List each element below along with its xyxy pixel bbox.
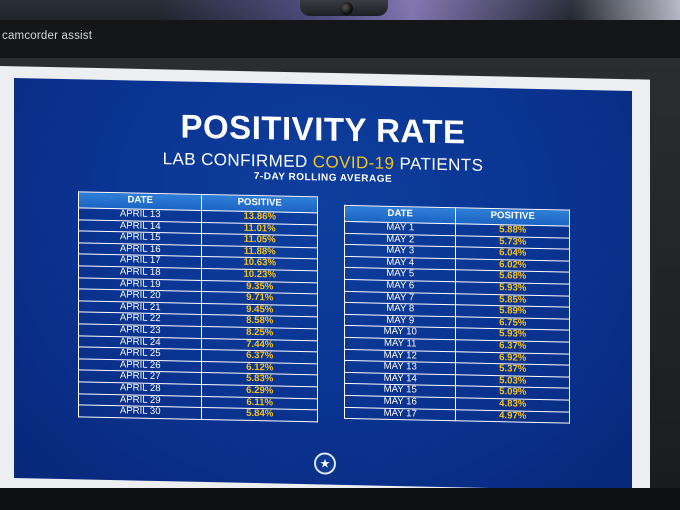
april-table-body: APRIL 13 13.86% APRIL 14 11.01% APRIL 15 11.0… (78, 207, 318, 422)
date-cell: MAY 17 (344, 406, 456, 421)
positive-cell: 5.84% (201, 407, 318, 422)
monitor-bottom (0, 488, 680, 510)
subtitle-suffix: PATIENTS (394, 153, 484, 175)
subtitle-accent: COVID-19 (312, 152, 395, 173)
april-table: DATE POSITIVE APRIL 13 13.86% APRIL 14 11.0… (78, 191, 318, 422)
subtitle-prefix: LAB CONFIRMED (162, 149, 313, 172)
window-title: camcorder assist (2, 30, 93, 42)
texas-seal-icon: ★ (314, 452, 336, 475)
webcam-lens-icon (340, 2, 353, 15)
presentation-slide: POSITIVITY RATE LAB CONFIRMED COVID-19 P… (14, 78, 632, 491)
date-cell: APRIL 30 (78, 404, 202, 420)
may-table-body: MAY 1 5.88% MAY 2 5.73% MAY 3 6.04% MAY 4 6.02%… (344, 221, 570, 424)
positive-cell: 4.97% (455, 409, 570, 424)
